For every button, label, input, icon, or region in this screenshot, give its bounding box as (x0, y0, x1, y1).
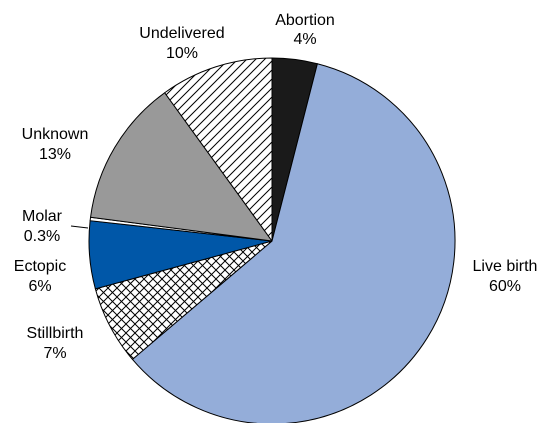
label-abortion-name: Abortion (275, 12, 335, 29)
label-unknown-value: 13% (39, 146, 71, 163)
label-live-birth-name: Live birth (473, 258, 538, 275)
label-undelivered-name: Undelivered (139, 25, 224, 42)
label-stillbirth-value: 7% (43, 345, 66, 362)
label-undelivered-value: 10% (166, 45, 198, 62)
molar-leader-line (70, 225, 89, 229)
label-molar-value: 0.3% (24, 228, 60, 245)
label-stillbirth-name: Stillbirth (27, 325, 84, 342)
pie-slice-unknown (90, 92, 273, 242)
pie-slices (88, 57, 456, 423)
label-molar-name: Molar (22, 208, 63, 225)
label-ectopic-name: Ectopic (14, 258, 66, 275)
label-ectopic-value: 6% (28, 278, 51, 295)
label-unknown-name: Unknown (22, 126, 89, 143)
pie-slice-live-birth (131, 63, 456, 423)
label-live-birth-value: 60% (489, 278, 521, 295)
pie-slice-undelivered (164, 57, 273, 242)
label-abortion-value: 4% (293, 31, 316, 48)
